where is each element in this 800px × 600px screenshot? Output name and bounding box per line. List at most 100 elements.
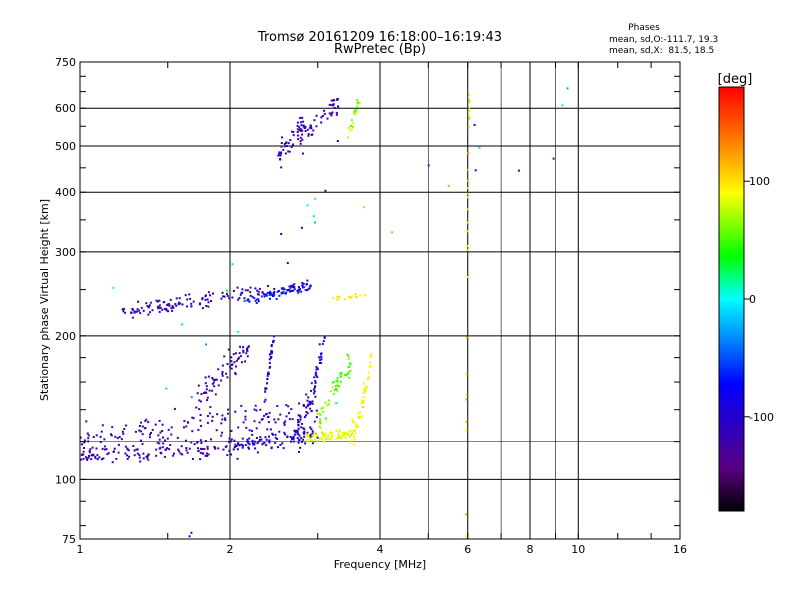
data-point	[179, 452, 182, 455]
data-point	[288, 285, 291, 288]
data-point	[296, 121, 299, 124]
data-point	[305, 414, 307, 417]
data-point	[335, 111, 338, 114]
data-point	[353, 111, 356, 114]
data-point	[291, 438, 294, 441]
data-point	[310, 389, 313, 392]
data-point	[91, 446, 94, 449]
data-point	[166, 447, 169, 450]
data-point	[139, 312, 142, 315]
data-point	[293, 429, 296, 432]
data-point	[369, 354, 372, 357]
data-point	[85, 420, 88, 423]
data-point	[466, 230, 469, 233]
data-point	[235, 365, 237, 368]
data-point	[308, 400, 311, 403]
data-point	[242, 421, 245, 424]
data-point	[272, 335, 275, 338]
data-point	[157, 434, 160, 437]
data-point	[298, 402, 301, 405]
data-point	[306, 431, 309, 434]
data-point	[328, 399, 331, 402]
data-point	[136, 310, 138, 313]
data-point	[337, 436, 340, 439]
data-point	[206, 445, 209, 448]
data-point	[341, 433, 344, 436]
data-point	[292, 130, 295, 133]
data-point	[234, 373, 237, 376]
data-point	[274, 441, 277, 444]
data-point	[277, 418, 280, 421]
data-point	[467, 168, 470, 171]
data-point	[282, 148, 285, 151]
data-point	[137, 300, 140, 303]
data-point	[216, 413, 219, 416]
x-axis-label: Frequency [MHz]	[334, 558, 426, 571]
data-point	[158, 304, 161, 307]
data-point	[228, 437, 231, 440]
data-point	[312, 388, 315, 391]
data-point	[350, 119, 353, 122]
data-point	[302, 125, 305, 128]
data-point	[177, 303, 180, 306]
data-point	[323, 335, 326, 338]
data-point	[156, 300, 159, 303]
data-point	[195, 406, 198, 409]
data-point	[172, 306, 175, 309]
data-point	[337, 385, 340, 388]
data-point	[193, 443, 196, 446]
data-point	[333, 99, 336, 102]
data-point	[302, 124, 305, 127]
data-point	[251, 295, 254, 298]
data-point	[309, 124, 312, 127]
data-point	[359, 294, 362, 297]
data-point	[282, 291, 285, 294]
data-point	[336, 389, 338, 392]
data-point	[465, 535, 467, 538]
data-point	[323, 433, 326, 436]
data-point	[288, 418, 291, 421]
data-point	[141, 433, 144, 436]
data-point	[181, 323, 183, 326]
data-point	[320, 355, 323, 358]
data-point	[332, 99, 334, 102]
data-point	[245, 426, 248, 429]
data-point	[300, 426, 303, 429]
data-point	[352, 295, 355, 298]
data-point	[297, 424, 300, 427]
data-point	[128, 455, 130, 458]
data-point	[237, 358, 240, 360]
data-point	[230, 360, 233, 363]
data-point	[170, 426, 173, 429]
data-point	[138, 454, 141, 457]
data-point	[237, 426, 240, 429]
data-point	[201, 448, 204, 450]
data-point	[304, 442, 307, 445]
data-point	[102, 457, 105, 460]
data-point	[312, 392, 315, 395]
data-point	[467, 187, 469, 190]
data-point	[339, 436, 342, 438]
data-point	[347, 432, 350, 435]
data-point	[307, 441, 310, 444]
data-point	[144, 427, 147, 430]
data-point	[111, 461, 114, 464]
data-point	[269, 352, 272, 355]
data-point	[344, 437, 347, 440]
data-point	[205, 388, 208, 391]
data-point	[297, 441, 300, 444]
data-point	[237, 443, 240, 446]
data-point	[344, 373, 347, 376]
data-point	[140, 430, 142, 433]
data-point	[155, 299, 158, 302]
data-point	[199, 400, 202, 403]
data-point	[356, 105, 359, 108]
y-tick-label: 600	[55, 102, 76, 115]
data-point	[320, 116, 323, 119]
data-point	[284, 420, 287, 423]
data-point	[221, 418, 224, 421]
data-point	[230, 363, 233, 366]
data-point	[249, 291, 252, 294]
data-point	[277, 446, 279, 449]
data-point	[197, 447, 199, 450]
